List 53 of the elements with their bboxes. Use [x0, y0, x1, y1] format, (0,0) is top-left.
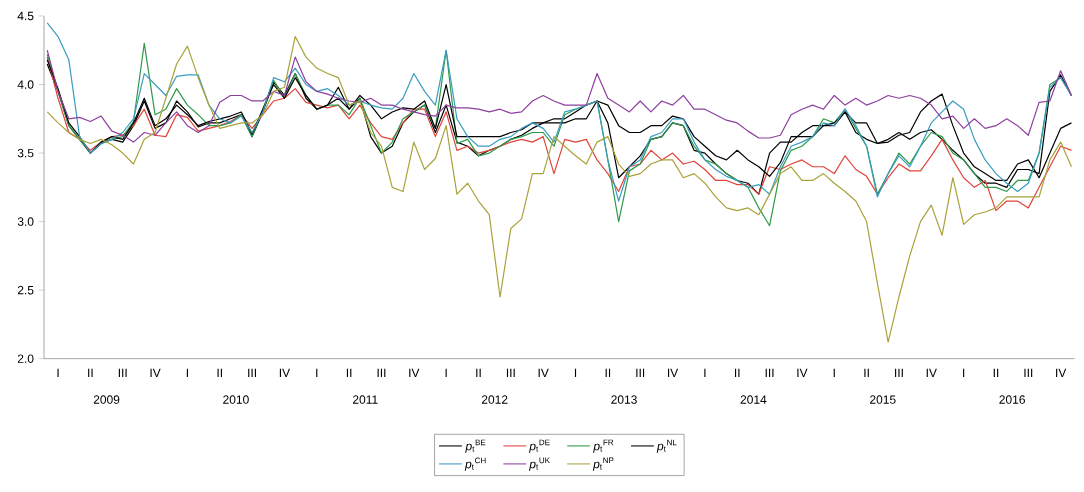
x-tick-label: II: [88, 368, 93, 377]
x-tick-label: II: [605, 368, 611, 377]
x-tick-label: IV: [667, 368, 679, 377]
x-tick-label: I: [833, 368, 835, 377]
x-tick-label: I: [574, 368, 577, 377]
x-tick-label: I: [445, 368, 447, 377]
x-tick-label: III: [248, 368, 256, 377]
legend-label: p$_{t}$CH: [464, 457, 486, 471]
legend-label: p$_{t}$BE: [465, 439, 486, 453]
y-tick-label: 2.0: [17, 354, 34, 363]
x-tick-label: IV: [409, 368, 420, 377]
text: 2015: [870, 395, 896, 404]
x-tick-label: IV: [797, 368, 808, 377]
legend-label: p$_{t}$UK: [529, 457, 550, 471]
x-tick-label: III: [1024, 368, 1033, 377]
text: 2010: [223, 395, 249, 404]
x-tick-label: III: [895, 368, 903, 377]
y-tick-label: 4.0: [17, 80, 34, 89]
x-tick-label: III: [636, 368, 645, 377]
x-tick-label: IV: [926, 368, 937, 377]
x-tick-label: II: [735, 368, 740, 377]
text: 2009: [93, 395, 120, 404]
x-tick-label: I: [186, 368, 188, 377]
x-tick-label: IV: [150, 368, 161, 377]
legend-label: p$_{t}$NL: [656, 439, 677, 453]
x-tick-label: III: [765, 368, 774, 377]
x-tick-label: II: [476, 368, 481, 377]
text: 2012: [481, 395, 508, 404]
x-tick-label: III: [377, 368, 386, 377]
x-tick-label: I: [963, 368, 965, 377]
x-tick-label: III: [506, 368, 515, 377]
legend-label: p$_{t}$DE: [529, 439, 550, 453]
x-tick-label: II: [864, 368, 869, 377]
legend-label: p$_{t}$NP: [592, 457, 614, 471]
x-tick-label: III: [118, 368, 127, 377]
x-tick-label: II: [217, 368, 222, 377]
text: 2014: [740, 395, 767, 404]
y-tick-label: 3.5: [17, 148, 34, 158]
x-tick-label: IV: [1056, 368, 1067, 377]
x-tick-label: I: [57, 368, 59, 377]
y-tick-label: 4.5: [17, 11, 34, 21]
legend-label: p$_{t}$FR: [593, 439, 614, 453]
x-tick-label: IV: [538, 368, 549, 377]
x-tick-label: II: [346, 368, 352, 377]
text: 2016: [999, 395, 1025, 404]
x-tick-label: I: [704, 368, 706, 377]
x-tick-label: I: [316, 368, 318, 377]
text: 2013: [611, 395, 637, 404]
x-tick-label: IV: [279, 368, 291, 377]
y-tick-label: 2.5: [17, 285, 34, 295]
y-tick-label: 3.0: [17, 217, 34, 226]
text: 2011: [352, 395, 378, 404]
x-tick-label: II: [993, 368, 999, 377]
